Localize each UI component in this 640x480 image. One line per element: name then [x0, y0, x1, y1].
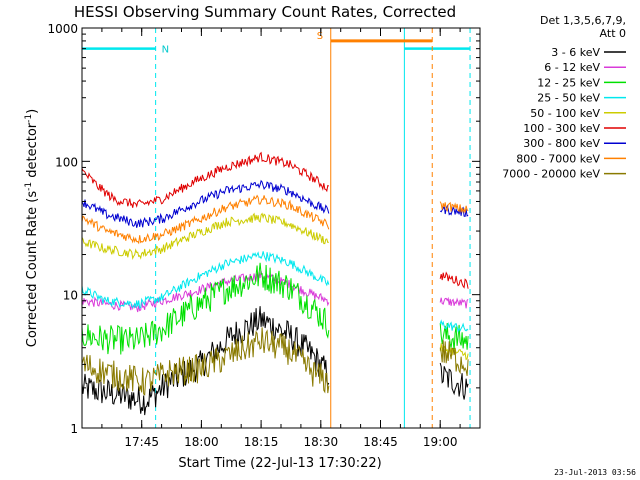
plot-border	[81, 27, 481, 429]
y-tick-label: 100	[55, 155, 78, 169]
series-0	[81, 306, 469, 416]
series-2	[81, 262, 469, 355]
orbit-annotations: NS	[81, 28, 471, 428]
series-line	[81, 194, 330, 245]
axis-ticks: 17:45 18:00 18:15 18:30 18:45 19:00 1 10 100 1000	[47, 22, 481, 449]
plot-frame	[81, 27, 481, 429]
legend-label: 12 - 25 keV	[537, 76, 600, 89]
legend-label: 300 - 800 keV	[523, 137, 600, 150]
legend-label: 6 - 12 keV	[544, 61, 600, 74]
y-tick-label: 1	[70, 422, 78, 436]
x-tick-label: 19:00	[423, 435, 458, 449]
series-3	[81, 251, 469, 334]
legend-label: 50 - 100 keV	[530, 107, 600, 120]
chart-title: HESSI Observing Summary Count Rates, Cor…	[74, 3, 456, 21]
series-line	[81, 262, 330, 355]
x-tick-label: 18:00	[184, 435, 219, 449]
x-tick-label: 17:45	[124, 435, 159, 449]
y-tick-label: 10	[63, 289, 78, 303]
legend-label: 25 - 50 keV	[537, 92, 600, 105]
legend-label: 100 - 300 keV	[523, 122, 600, 135]
generation-timestamp: 23-Jul-2013 03:56	[554, 468, 636, 477]
series-7	[81, 194, 469, 245]
series-line	[81, 179, 330, 228]
plot-marks: NS	[81, 28, 471, 428]
series-line	[81, 212, 329, 260]
legend-header-line-1: Det 1,3,5,6,7,9,	[540, 14, 626, 27]
series-line-after-saa	[439, 271, 469, 289]
y-tick-label: 1000	[47, 22, 78, 36]
x-tick-label: 18:45	[363, 435, 398, 449]
series-line-after-saa	[439, 201, 469, 214]
night-label: N	[162, 45, 169, 56]
series-line-after-saa	[439, 319, 469, 334]
legend-label: 3 - 6 keV	[551, 46, 600, 59]
series-line	[81, 151, 329, 208]
series-line-after-saa	[439, 296, 469, 309]
legend-label: 800 - 7000 keV	[516, 152, 600, 165]
saa-label: S	[317, 31, 323, 42]
legend-header-line-2: Att 0	[600, 27, 626, 40]
series-line-after-saa	[439, 340, 469, 376]
series-line	[81, 251, 330, 309]
series-8	[81, 327, 469, 396]
series-line-after-saa	[439, 362, 469, 400]
series-5	[81, 151, 469, 289]
y-axis-label: Corrected Count Rate (s-1 detector-1)	[24, 109, 40, 347]
series-line	[81, 327, 330, 396]
legend: Det 1,3,5,6,7,9, Att 0 3 - 6 keV 6 - 12 k…	[502, 14, 626, 181]
x-tick-label: 18:30	[304, 435, 339, 449]
x-axis-label: Start Time (22-Jul-13 17:30:22)	[178, 456, 381, 471]
legend-label: 7000 - 20000 keV	[502, 168, 600, 181]
x-tick-label: 18:15	[244, 435, 279, 449]
